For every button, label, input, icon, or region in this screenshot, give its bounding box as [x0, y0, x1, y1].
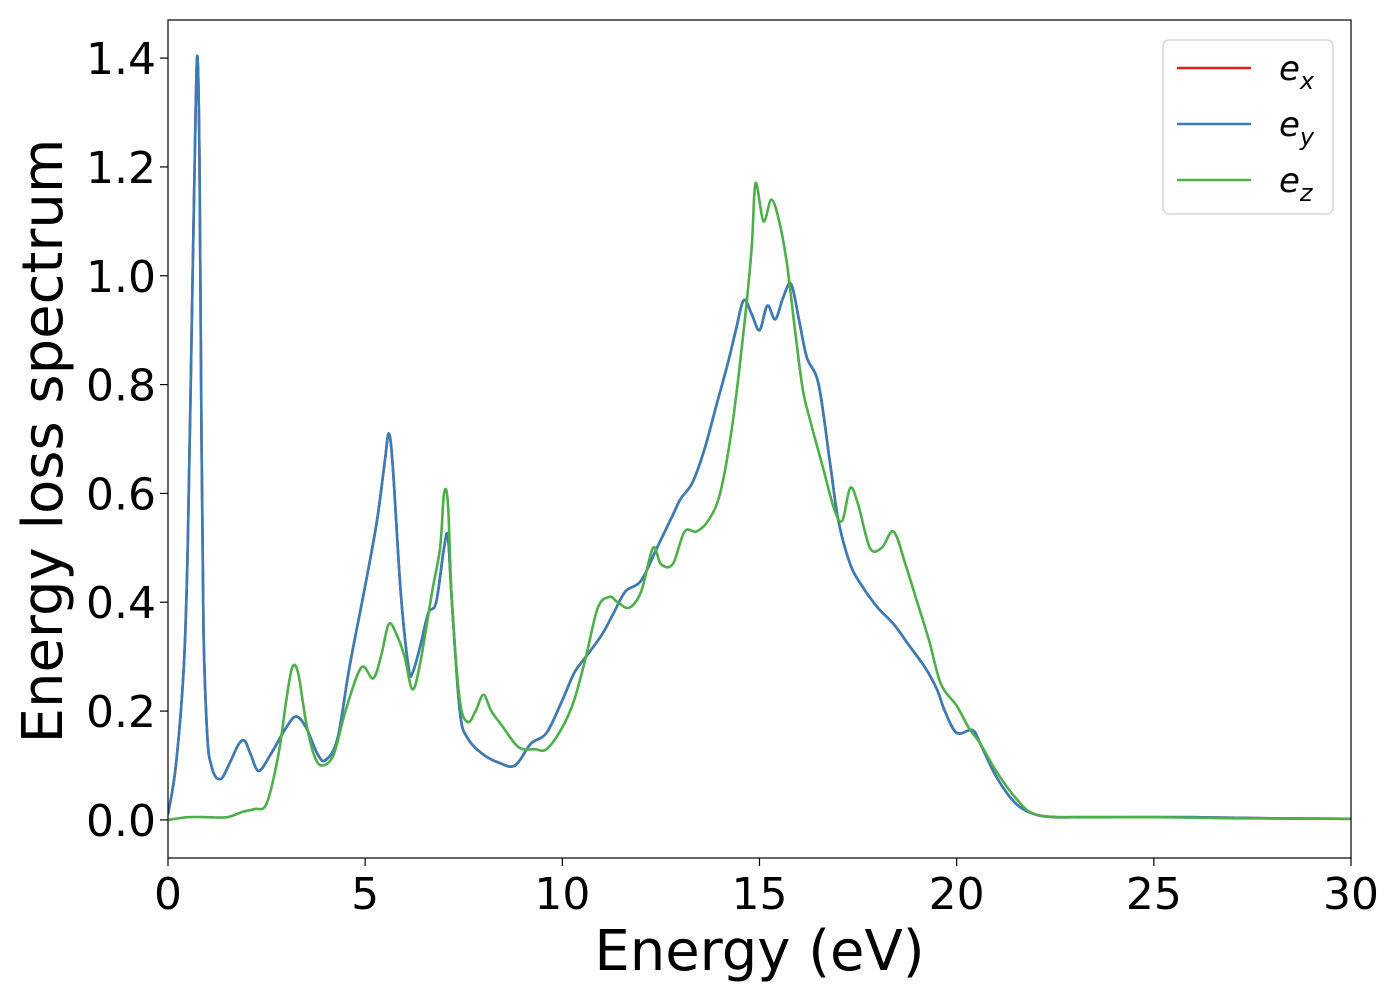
- y-tick-label: 0.4: [86, 578, 156, 629]
- y-tick-label: 1.4: [86, 34, 156, 85]
- x-tick-label: 25: [1126, 869, 1182, 920]
- x-tick-label: 30: [1323, 869, 1379, 920]
- series-line-ez: [168, 181, 1351, 822]
- x-tick-label: 5: [351, 869, 379, 920]
- legend-label-ey: ey: [1279, 105, 1315, 151]
- x-axis-title: Energy (eV): [594, 919, 924, 984]
- legend-label-ex: ex: [1279, 49, 1315, 95]
- legend-box: [1162, 39, 1334, 215]
- x-tick-label: 10: [534, 869, 590, 920]
- legend: ex ey ez: [1162, 39, 1334, 215]
- x-tick-label: 15: [732, 869, 788, 920]
- y-axis-title: Energy loss spectrum: [11, 139, 76, 744]
- y-tick-label: 0.6: [86, 469, 156, 520]
- y-tick-label: 1.0: [86, 252, 156, 303]
- x-tick-label: 0: [154, 869, 182, 920]
- series-layer: [168, 54, 1351, 822]
- legend-label-ez: ez: [1279, 161, 1314, 207]
- x-tick-label: 20: [929, 869, 985, 920]
- y-tick-label: 1.2: [86, 143, 156, 194]
- y-tick-label: 0.2: [86, 687, 156, 738]
- y-axis: 0.0 0.2 0.4 0.6 0.8 1.0 1.2 1.4: [86, 34, 168, 847]
- y-tick-label: 0.8: [86, 361, 156, 412]
- series-line-ey: [168, 54, 1351, 821]
- x-axis: 0 5 10 15 20 25 30: [154, 858, 1379, 920]
- y-tick-label: 0.0: [86, 796, 156, 847]
